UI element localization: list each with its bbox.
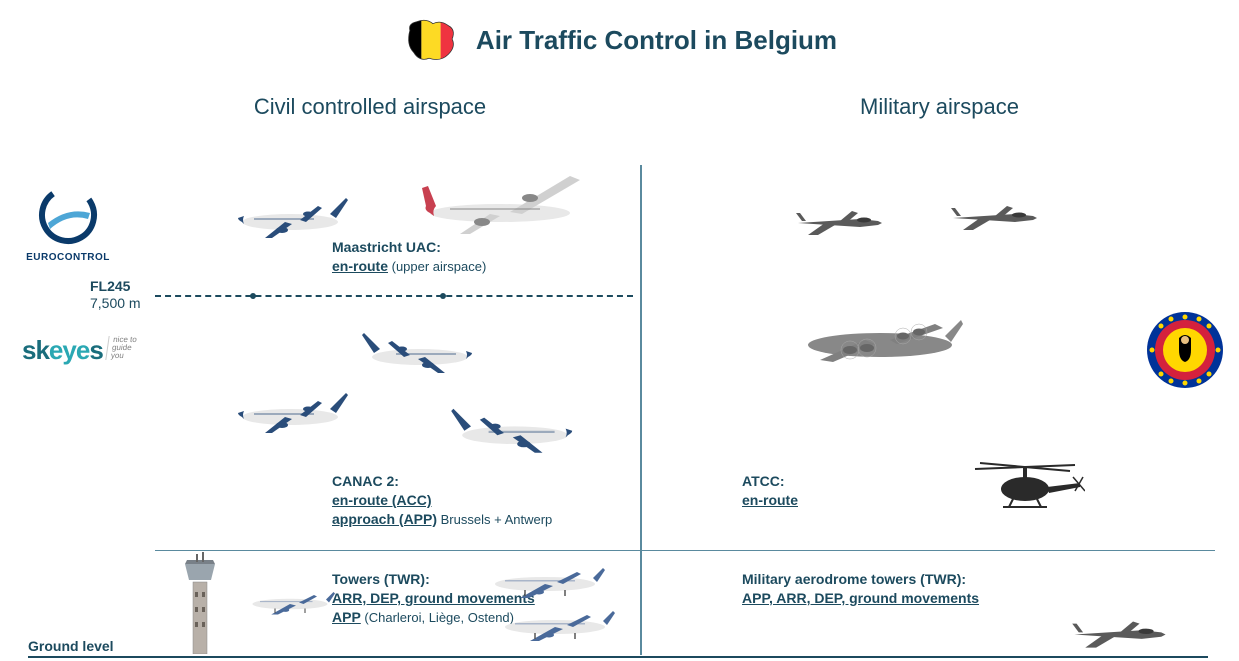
civil-column-header: Civil controlled airspace [0,94,640,120]
fighter-jet-icon [945,200,1045,235]
eurocontrol-logo: EUROCONTROL [18,185,118,263]
maastricht-block: Maastricht UAC: en-route (upper airspace… [332,238,486,276]
canac-block: CANAC 2: en-route (ACC) approach (APP) B… [332,472,552,529]
skeyes-wordmark: skeyes [22,335,103,366]
transport [795,300,965,380]
fl245-divider [155,295,633,297]
fighter-jet-icon [1065,615,1175,653]
ground-level-label: Ground level [28,638,114,654]
helicopter-icon [965,455,1085,515]
airliner-landing-icon [485,562,605,602]
tower-divider [155,550,1215,551]
fighter [1065,615,1175,658]
airliner-icon [355,325,485,375]
military-column-header: Military airspace [640,94,1239,120]
airliner-redtail [420,158,590,243]
fl-meters: 7,500 m [90,295,141,312]
airliner-landing [495,605,615,650]
towers-military-block: Military aerodrome towers (TWR): APP, AR… [742,570,979,608]
airliner-landing-icon [495,605,615,645]
columns-header: Civil controlled airspace Military airsp… [0,94,1239,120]
eurocontrol-icon [38,185,98,245]
fighter [790,205,890,245]
airliner-left [225,385,355,440]
canac-heading: CANAC 2: [332,472,552,491]
vertical-divider [640,165,642,655]
eurocontrol-label: EUROCONTROL [18,252,118,263]
airliner-landing-icon [245,585,335,620]
airliner-icon [230,190,350,240]
belgium-map-icon [402,16,460,64]
ground-line [28,656,1208,658]
atcc-heading: ATCC: [742,472,798,491]
airliner-right [445,400,585,460]
belgian-military-emblem-icon [1145,310,1225,390]
atcc-block: ATCC: en-route [742,472,798,510]
helicopter [965,455,1085,520]
towers-military-heading: Military aerodrome towers (TWR): [742,570,979,589]
military-transport-icon [795,300,965,375]
skeyes-logo: skeyes nice to guide you [22,335,135,366]
fl-value: FL245 [90,278,141,295]
airliner-icon [445,400,585,455]
fl245-label: FL245 7,500 m [90,278,141,312]
page-title: Air Traffic Control in Belgium [476,25,837,56]
airliner-left [230,190,350,245]
control-tower-icon [175,552,225,654]
airliner-landing [245,585,335,625]
fighter [945,200,1045,240]
title-area: Air Traffic Control in Belgium [0,0,1239,64]
skeyes-tagline: nice to guide you [105,336,137,360]
airliner-redtail-icon [420,158,590,238]
fighter-jet-icon [790,205,890,240]
airliner-landing [485,562,605,607]
airliner-right [355,325,485,380]
airliner-icon [225,385,355,435]
